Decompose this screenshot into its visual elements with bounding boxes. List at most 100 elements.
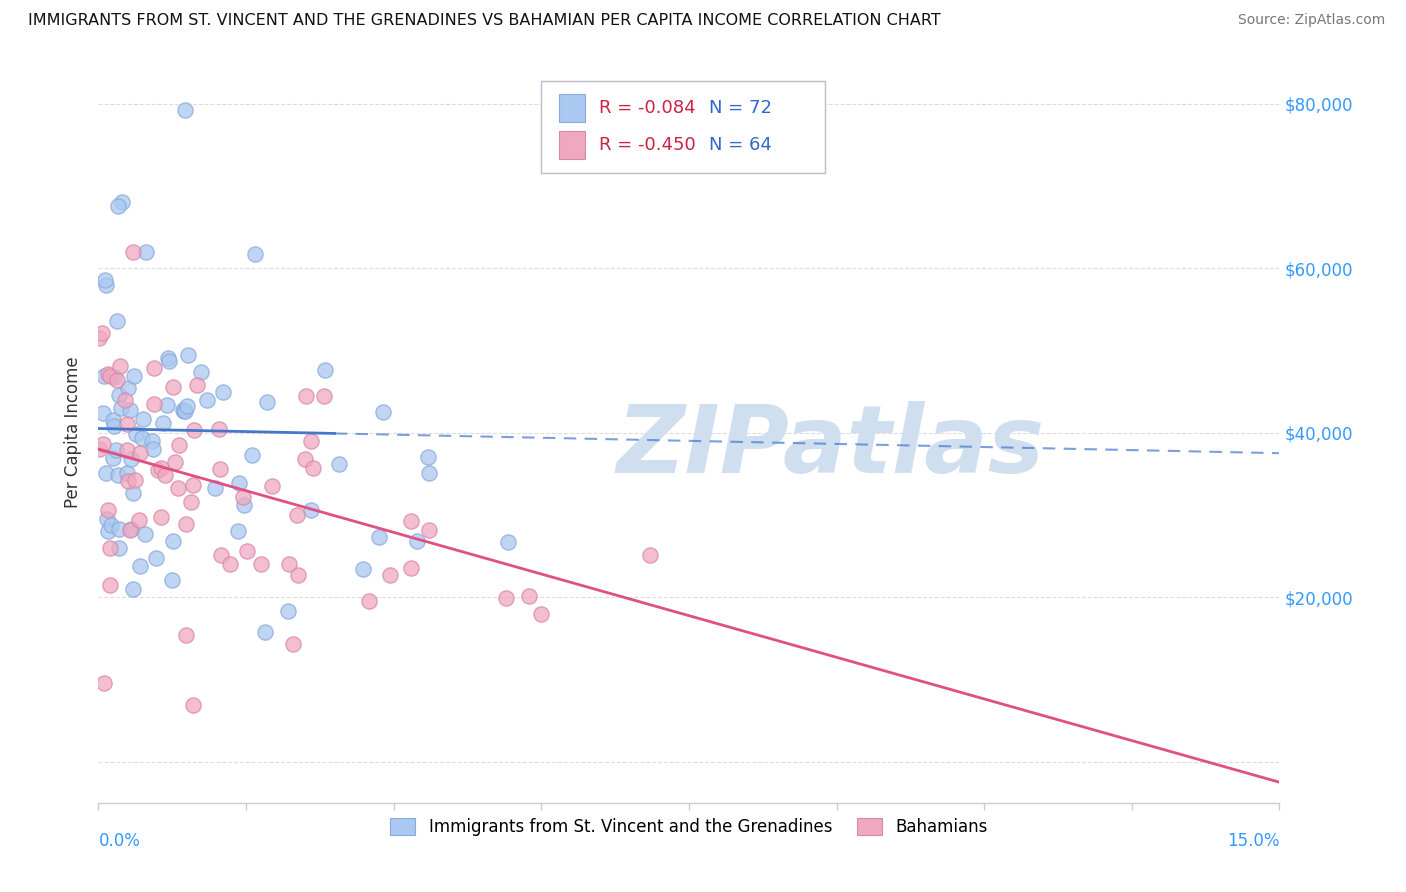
Point <box>103 419 125 434</box>
Point <box>283 636 305 650</box>
Point <box>204 481 226 495</box>
Point <box>108 522 131 536</box>
Point <box>328 457 350 471</box>
Point <box>368 530 391 544</box>
Point <box>143 361 166 376</box>
Point <box>97 524 120 538</box>
Point <box>108 388 131 402</box>
Point <box>107 199 129 213</box>
Text: Source: ZipAtlas.com: Source: ZipAtlas.com <box>1237 13 1385 28</box>
Point <box>399 560 422 574</box>
Point <box>399 514 422 528</box>
Point <box>195 393 218 408</box>
Point <box>232 499 254 513</box>
Point <box>353 561 375 575</box>
Point <box>117 474 139 488</box>
Point <box>226 524 249 538</box>
Point <box>299 502 322 516</box>
Point <box>105 313 128 327</box>
Point <box>89 331 111 345</box>
Point <box>294 451 316 466</box>
Point <box>418 466 440 480</box>
Point <box>302 461 325 475</box>
Point <box>277 604 299 618</box>
Point <box>105 443 128 458</box>
Text: R = -0.450: R = -0.450 <box>599 136 696 153</box>
Point <box>121 244 143 259</box>
Point <box>173 403 195 417</box>
Point <box>209 549 232 563</box>
Point <box>101 413 124 427</box>
Point <box>91 406 114 420</box>
Point <box>496 534 519 549</box>
Y-axis label: Per Capita Income: Per Capita Income <box>65 357 83 508</box>
Point <box>172 403 194 417</box>
Point <box>118 403 141 417</box>
Point <box>174 103 197 117</box>
Point <box>120 522 142 536</box>
Point <box>129 446 152 460</box>
Point <box>93 369 115 384</box>
Point <box>380 568 402 582</box>
Text: ZIPatlas: ZIPatlas <box>617 401 1045 493</box>
Point <box>219 558 242 572</box>
Legend: Immigrants from St. Vincent and the Grenadines, Bahamians: Immigrants from St. Vincent and the Gren… <box>384 811 994 843</box>
Point <box>149 461 172 475</box>
Point <box>121 582 143 597</box>
Point <box>93 675 115 690</box>
Point <box>299 434 322 449</box>
Point <box>115 466 138 480</box>
FancyBboxPatch shape <box>541 81 825 173</box>
Point <box>93 437 115 451</box>
Point <box>114 393 136 408</box>
Point <box>97 367 120 381</box>
Point <box>122 368 145 383</box>
Point <box>98 541 121 556</box>
Point <box>135 244 157 259</box>
Point <box>107 468 129 483</box>
Point <box>103 369 125 384</box>
Point <box>100 517 122 532</box>
Point <box>173 403 195 417</box>
Point <box>232 490 254 504</box>
Text: 0.0%: 0.0% <box>98 832 141 850</box>
Point <box>117 381 139 395</box>
Point <box>260 479 283 493</box>
Point <box>98 369 121 384</box>
Point <box>287 568 309 582</box>
Point <box>208 422 231 436</box>
Point <box>208 462 231 476</box>
Point <box>89 442 111 457</box>
Text: R = -0.084: R = -0.084 <box>599 99 696 117</box>
Point <box>128 513 150 527</box>
Point <box>131 431 153 445</box>
Point <box>256 394 278 409</box>
Point <box>406 534 429 549</box>
Point <box>277 557 299 571</box>
Point <box>97 503 120 517</box>
Point <box>96 512 118 526</box>
Point <box>129 558 152 573</box>
Text: IMMIGRANTS FROM ST. VINCENT AND THE GRENADINES VS BAHAMIAN PER CAPITA INCOME COR: IMMIGRANTS FROM ST. VINCENT AND THE GREN… <box>28 13 941 29</box>
Point <box>141 434 163 448</box>
Point <box>180 495 202 509</box>
Point <box>517 589 540 603</box>
Point <box>211 384 233 399</box>
Point <box>228 475 250 490</box>
Point <box>312 389 335 403</box>
Point <box>96 277 118 292</box>
Point <box>91 326 114 340</box>
Point <box>143 397 166 411</box>
Point <box>162 573 184 587</box>
Point <box>314 363 336 377</box>
Point <box>110 401 132 416</box>
Point <box>166 481 188 495</box>
Point <box>157 353 180 368</box>
Point <box>155 467 177 482</box>
Point <box>167 438 190 452</box>
Point <box>638 548 661 562</box>
Point <box>163 455 186 469</box>
Point <box>418 450 440 464</box>
Bar <box>560 94 585 121</box>
Point <box>152 416 174 430</box>
